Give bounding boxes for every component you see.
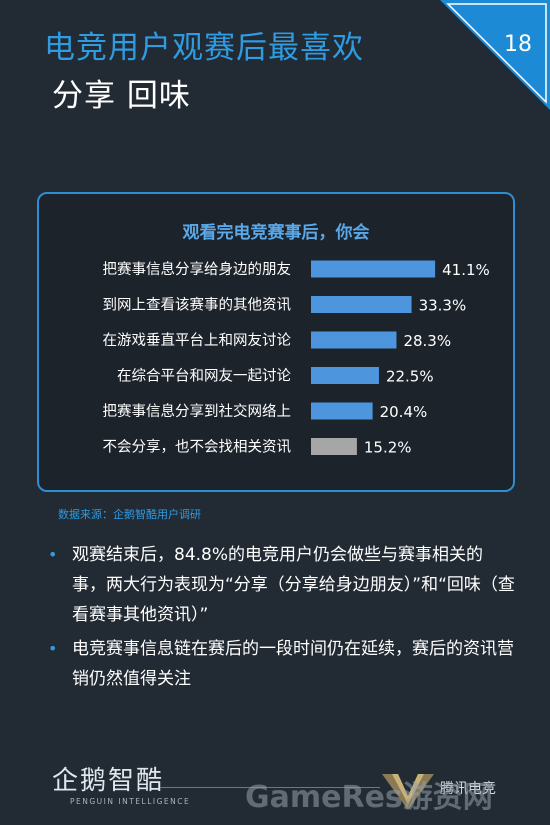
bar: [311, 260, 436, 278]
value-label: 22.5%: [386, 368, 434, 386]
category-label: 到网上查看该赛事的其他资讯: [103, 297, 292, 314]
penguin-intelligence-logo: 企鹅智酷 PENGUIN INTELLIGENCE: [52, 760, 190, 806]
category-label: 把赛事信息分享到社交网络上: [103, 402, 292, 420]
watermark: GameRes游资网: [245, 780, 493, 815]
bar: [311, 331, 397, 349]
tencent-esports-v-icon: [382, 774, 434, 810]
bar: [311, 438, 357, 455]
data-source-note: 数据来源：企鹅智酷用户调研: [58, 508, 201, 521]
page-title-line2: 分享 回味: [52, 78, 191, 114]
category-label: 不会分享，也不会找相关资讯: [103, 439, 292, 456]
bullet-list: • 观赛结束后，84.8%的电竞用户仍会做些与赛事相关的事，两大行为表现为“分享…: [46, 540, 516, 698]
bullet-text: 电竞赛事信息链在赛后的一段时间仍在延续，赛后的资讯营销仍然值得关注: [72, 639, 514, 689]
category-label: 把赛事信息分享给身边的朋友: [103, 261, 292, 278]
bullet-item: • 电竞赛事信息链在赛后的一段时间仍在延续，赛后的资讯营销仍然值得关注: [46, 634, 516, 694]
value-label: 15.2%: [364, 439, 412, 457]
category-label: 在游戏垂直平台上和网友讨论: [103, 332, 292, 349]
bullet-item: • 观赛结束后，84.8%的电竞用户仍会做些与赛事相关的事，两大行为表现为“分享…: [46, 540, 516, 630]
tencent-esports-brand: 腾讯电竞: [440, 781, 496, 797]
category-label: 在综合平台和网友一起讨论: [117, 368, 291, 385]
bar: [311, 402, 373, 420]
chart-title: 观看完电竞赛事后，你会: [182, 223, 370, 243]
bar: [311, 367, 379, 384]
value-label: 20.4%: [380, 403, 428, 421]
footer-divider: [160, 787, 380, 788]
page-title-line1: 电竞用户观赛后最喜欢: [44, 30, 364, 66]
bullet-dot-icon: •: [48, 545, 58, 564]
page-number: 18: [504, 32, 532, 57]
chart-panel: 观看完电竞赛事后，你会 把赛事信息分享给身边的朋友 41.1% 到网上查看该赛事的其…: [37, 192, 515, 492]
bar: [311, 296, 412, 313]
value-label: 33.3%: [419, 297, 467, 315]
value-label: 41.1%: [442, 261, 490, 279]
bullet-text: 观赛结束后，84.8%的电竞用户仍会做些与赛事相关的事，两大行为表现为“分享（分…: [72, 545, 515, 625]
bar-chart: 把赛事信息分享给身边的朋友 41.1% 到网上查看该赛事的其他资讯 33.3% 在游戏垂…: [103, 260, 490, 457]
value-label: 28.3%: [403, 332, 451, 350]
bullet-dot-icon: •: [48, 639, 58, 658]
logo-text-cn: 企鹅智酷: [52, 766, 165, 796]
page-corner-badge: [440, 0, 550, 110]
logo-text-en: PENGUIN INTELLIGENCE: [70, 797, 191, 806]
